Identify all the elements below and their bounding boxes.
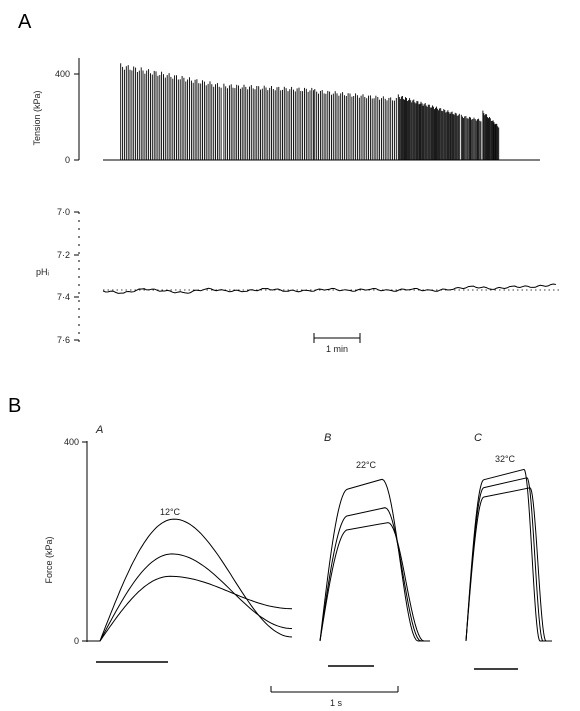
tension-twitches	[120, 63, 500, 160]
force-trace-22c	[319, 478, 430, 642]
force-trace-22c	[319, 522, 430, 642]
time-scale-label-1s: 1 s	[330, 698, 343, 708]
force-trace-12c	[87, 518, 293, 642]
phi-tick-label-7-6: 7·6	[57, 335, 70, 345]
panel-a-letter: A	[18, 11, 32, 33]
phi-tick-label-7-0: 7·0	[57, 207, 70, 217]
temp-label-32c: 32°C	[495, 454, 516, 464]
tension-tick-label-400: 400	[55, 69, 70, 79]
temp-label-12c: 12°C	[160, 507, 181, 517]
time-scale-label-1min: 1 min	[326, 344, 348, 354]
tension-y-label: Tension (kPa)	[32, 90, 42, 145]
phi-tick-label-7-4: 7·4	[57, 292, 70, 302]
force-trace-32c	[465, 477, 552, 642]
subpanel-c-letter: C	[474, 432, 482, 444]
force-trace-32c	[465, 487, 552, 642]
force-tick-label-400: 400	[64, 437, 79, 447]
force-tick-label-0: 0	[74, 636, 79, 646]
phi-tick-label-7-2: 7·2	[57, 250, 70, 260]
subpanel-b-letter: B	[324, 432, 331, 444]
temp-label-22c: 22°C	[356, 460, 377, 470]
panel-b-letter: B	[8, 395, 21, 417]
phi-plot: 7·0 7·2 7·4 7·6 pHᵢ 1 min	[36, 207, 560, 354]
time-scale-bar-1min	[313, 333, 361, 343]
force-trace-12c	[87, 553, 293, 642]
tension-tick-label-0: 0	[65, 155, 70, 165]
force-traces	[87, 468, 552, 642]
force-trace-22c	[319, 507, 430, 642]
phi-trace	[102, 283, 556, 294]
tension-plot: 400 0 Tension (kPa)	[32, 58, 540, 165]
force-plot: 400 0 Force (kPa) A B C 12°C 22°C 32°C 1…	[44, 424, 552, 708]
time-scale-bar-1s	[270, 686, 399, 693]
force-trace-12c	[87, 575, 293, 642]
phi-y-label: pHᵢ	[36, 267, 49, 277]
subpanel-a-letter: A	[95, 424, 103, 436]
force-y-label: Force (kPa)	[44, 536, 54, 583]
